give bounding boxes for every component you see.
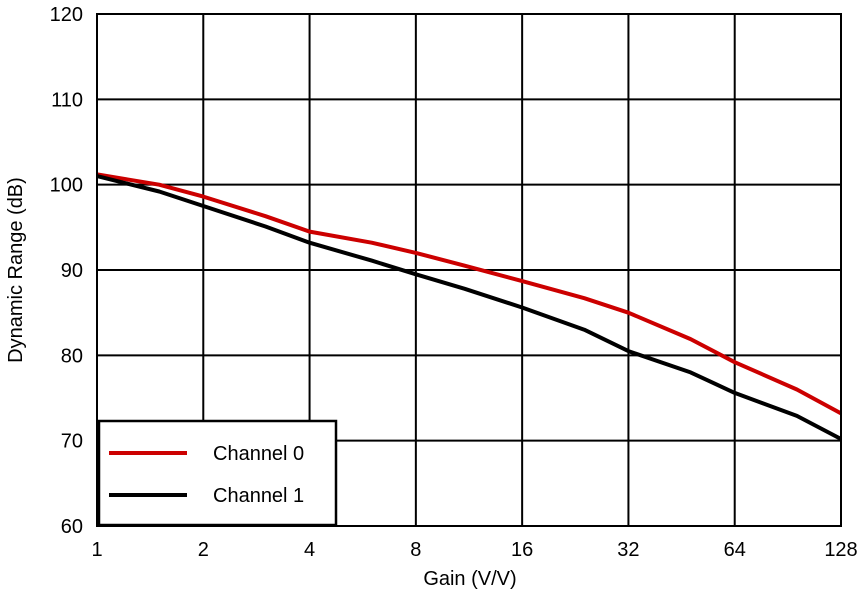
x-tick-label: 64 bbox=[724, 539, 746, 561]
series-line-0 bbox=[96, 172, 842, 416]
y-tick-label: 100 bbox=[50, 175, 83, 197]
x-tick-label: 4 bbox=[304, 539, 315, 561]
plot-frame bbox=[96, 13, 842, 527]
grid-lines bbox=[96, 13, 842, 527]
x-tick-label: 2 bbox=[198, 539, 209, 561]
x-tick-labels: 1 2 4 8 16 32 64 128 bbox=[91, 539, 857, 561]
y-tick-label: 120 bbox=[50, 4, 83, 26]
series-lines bbox=[96, 172, 842, 441]
y-tick-label: 90 bbox=[61, 260, 83, 282]
x-axis-label: Gain (V/V) bbox=[423, 568, 516, 590]
x-tick-label: 1 bbox=[91, 539, 102, 561]
x-tick-label: 8 bbox=[410, 539, 421, 561]
x-tick-label: 16 bbox=[511, 539, 533, 561]
y-tick-label: 110 bbox=[51, 89, 83, 111]
y-tick-label: 60 bbox=[61, 516, 83, 538]
legend-box bbox=[97, 419, 338, 527]
series-line-1 bbox=[96, 174, 842, 441]
x-tick-label: 128 bbox=[824, 539, 857, 561]
legend-label-1: Channel 1 bbox=[213, 485, 304, 507]
legend: Channel 0 Channel 1 bbox=[97, 419, 338, 527]
y-tick-label: 80 bbox=[61, 345, 83, 367]
y-tick-labels: 60 70 80 90 100 110 120 bbox=[50, 4, 83, 538]
x-tick-label: 32 bbox=[617, 539, 639, 561]
legend-label-0: Channel 0 bbox=[213, 443, 304, 465]
y-axis-label: Dynamic Range (dB) bbox=[5, 177, 27, 363]
y-tick-label: 70 bbox=[61, 431, 83, 453]
